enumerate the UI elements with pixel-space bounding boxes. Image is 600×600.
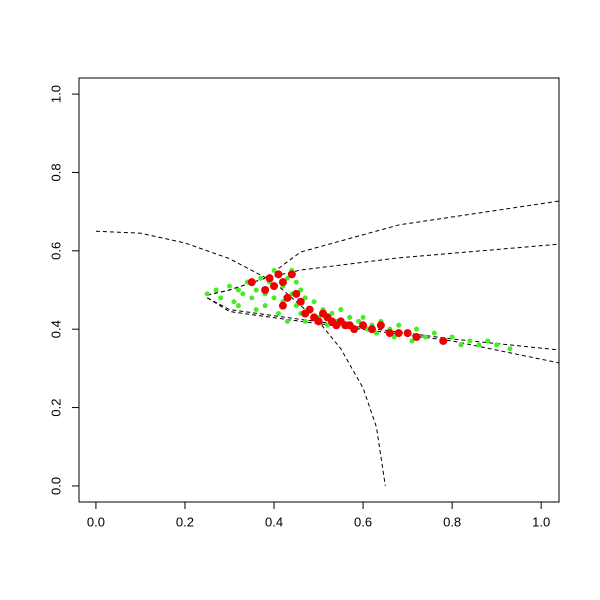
- point: [449, 334, 455, 340]
- plot-frame: [78, 77, 560, 503]
- point: [271, 295, 277, 301]
- point: [350, 325, 359, 334]
- point: [204, 291, 210, 297]
- point: [278, 301, 287, 310]
- point: [283, 293, 292, 302]
- point: [213, 287, 219, 293]
- point: [235, 287, 241, 293]
- point: [298, 287, 304, 293]
- point: [431, 330, 437, 336]
- y-tick-label: 0.0: [48, 477, 63, 495]
- x-tick-label: 0.0: [87, 514, 105, 529]
- x-tick-label: 1.0: [532, 514, 550, 529]
- point: [284, 318, 290, 324]
- point: [359, 321, 368, 330]
- point: [271, 267, 277, 273]
- point: [253, 307, 259, 313]
- point: [274, 270, 283, 279]
- point: [231, 299, 237, 305]
- point: [249, 295, 255, 301]
- point: [293, 303, 299, 309]
- point: [270, 282, 279, 291]
- point: [278, 278, 287, 287]
- point: [391, 334, 397, 340]
- point: [292, 289, 301, 298]
- point: [218, 295, 224, 301]
- point: [409, 338, 415, 344]
- point: [284, 275, 290, 281]
- point: [507, 346, 513, 352]
- y-tick-label: 0.8: [48, 163, 63, 181]
- point: [376, 321, 385, 330]
- x-tick-label: 0.8: [443, 514, 461, 529]
- point: [240, 291, 246, 297]
- point: [235, 303, 241, 309]
- point: [253, 287, 259, 293]
- point: [373, 330, 379, 336]
- point: [485, 338, 491, 344]
- point: [356, 318, 362, 324]
- point: [293, 279, 299, 285]
- point: [311, 299, 317, 305]
- point: [422, 334, 428, 340]
- point: [403, 329, 412, 338]
- point: [458, 342, 464, 348]
- point: [467, 338, 473, 344]
- y-tick-label: 0.2: [48, 399, 63, 417]
- point: [287, 270, 296, 279]
- point: [494, 342, 500, 348]
- point: [476, 342, 482, 348]
- dashed-curve: [206, 297, 560, 364]
- x-tick-label: 0.2: [176, 514, 194, 529]
- point: [324, 322, 330, 328]
- point: [247, 278, 256, 287]
- dashed-curve: [207, 243, 560, 296]
- point: [414, 326, 420, 332]
- point: [360, 314, 366, 320]
- dashed-curve: [207, 200, 560, 296]
- y-tick-label: 1.0: [48, 85, 63, 103]
- point: [385, 329, 394, 338]
- point: [314, 317, 323, 326]
- point: [329, 311, 335, 317]
- dashed-curve: [95, 230, 386, 487]
- point: [302, 318, 308, 324]
- point: [262, 303, 268, 309]
- point: [296, 297, 305, 306]
- point: [305, 305, 314, 314]
- point: [261, 286, 270, 294]
- point: [394, 329, 403, 338]
- x-tick-label: 0.4: [265, 514, 283, 529]
- point: [275, 311, 281, 317]
- point: [347, 314, 353, 320]
- point: [338, 307, 344, 313]
- y-tick-label: 0.6: [48, 242, 63, 260]
- point: [258, 275, 264, 281]
- point: [367, 325, 376, 334]
- y-tick-label: 0.4: [48, 320, 63, 338]
- point: [396, 322, 402, 328]
- point: [412, 333, 421, 342]
- point: [227, 283, 233, 289]
- dashed-curve: [207, 297, 560, 351]
- point: [439, 336, 448, 345]
- point: [302, 295, 308, 301]
- point: [265, 274, 274, 283]
- x-tick-label: 0.6: [354, 514, 372, 529]
